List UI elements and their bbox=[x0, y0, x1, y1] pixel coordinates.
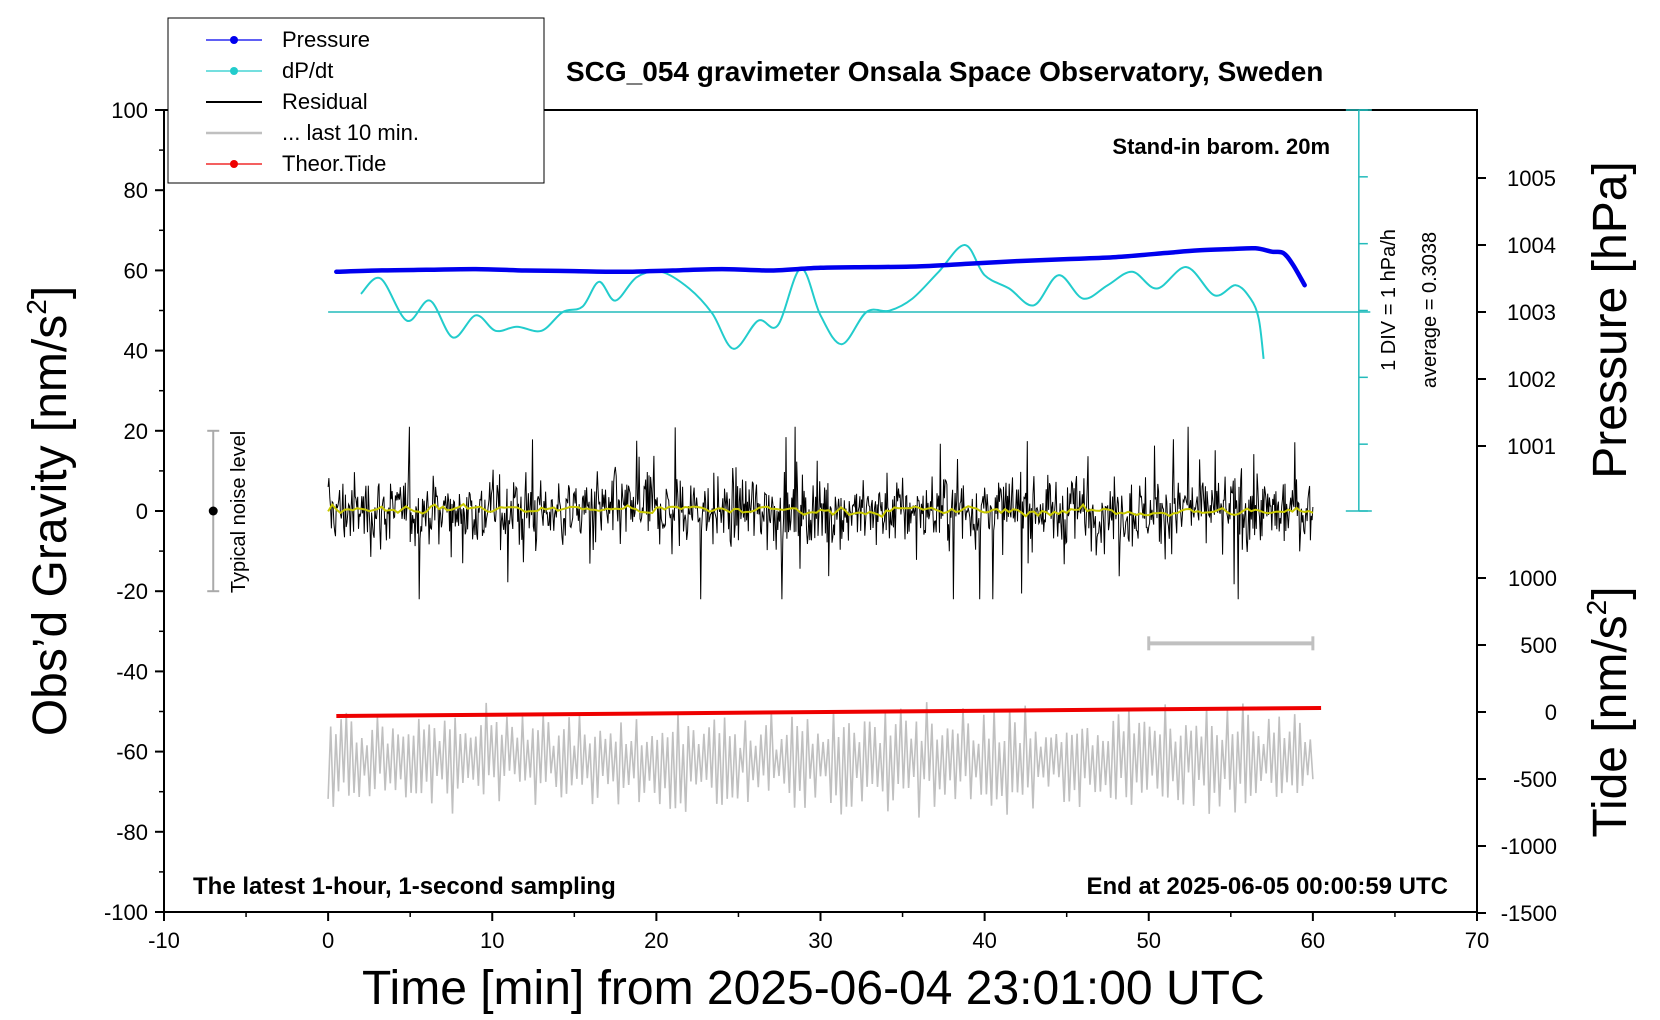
y-tick-label: 100 bbox=[111, 98, 148, 123]
x-tick-label: -10 bbox=[148, 928, 180, 953]
div-scale-note: 1 DIV = 1 hPa/h bbox=[1378, 229, 1400, 371]
legend-box bbox=[167, 17, 545, 184]
smoothed-residual-line bbox=[327, 502, 1314, 519]
pressure-tick-label: 1002 bbox=[1507, 367, 1556, 392]
legend-marker bbox=[230, 36, 238, 44]
legend: Pressure dP/dt Residual ... last 10 min. The… bbox=[167, 17, 545, 184]
theor-tide-line bbox=[336, 705, 1322, 719]
x-tick-label: 10 bbox=[480, 928, 504, 953]
legend-label: dP/dt bbox=[282, 58, 333, 83]
chart-title: SCG_054 gravimeter Onsala Space Observat… bbox=[566, 56, 1323, 87]
y-tick-label: 0 bbox=[136, 499, 148, 524]
legend-items: Pressure dP/dt Residual ... last 10 min. The… bbox=[206, 27, 419, 176]
legend-label: Theor.Tide bbox=[282, 151, 386, 176]
y-tick-label: 60 bbox=[124, 258, 148, 283]
noise-level-label: Typical noise level bbox=[228, 431, 250, 593]
tide-tick-label: -500 bbox=[1513, 767, 1557, 792]
last-10-min-line bbox=[327, 702, 1314, 818]
x-tick-label: 50 bbox=[1137, 928, 1161, 953]
series-layer bbox=[207, 109, 1372, 818]
legend-label: Residual bbox=[282, 89, 368, 114]
x-tick-label: 60 bbox=[1301, 928, 1325, 953]
pressure-line bbox=[334, 245, 1307, 288]
tide-tick-label: 1000 bbox=[1508, 566, 1557, 591]
pressure-tick-label: 1004 bbox=[1507, 233, 1556, 258]
y-axis-label-pressure: Pressure [hPa] bbox=[1584, 161, 1637, 478]
y-tick-label: -40 bbox=[116, 659, 148, 684]
y-axis-label-tide: Tide [nm/s2] bbox=[1581, 586, 1637, 837]
y-tick-label: 80 bbox=[124, 178, 148, 203]
end-time-note: End at 2025-06-05 00:00:59 UTC bbox=[1087, 873, 1449, 900]
residual-line bbox=[327, 426, 1314, 600]
pressure-tick-label: 1005 bbox=[1507, 166, 1556, 191]
x-axis-label: Time [min] from 2025-06-04 23:01:00 UTC bbox=[362, 962, 1265, 1015]
pressure-tick-label: 1003 bbox=[1507, 300, 1556, 325]
legend-marker bbox=[230, 67, 238, 75]
legend-marker bbox=[230, 160, 238, 168]
latest-hour-note: The latest 1-hour, 1-second sampling bbox=[193, 873, 616, 900]
y-tick-label: -100 bbox=[104, 900, 148, 925]
y-tick-label: 40 bbox=[124, 339, 148, 364]
y-tick-label: -20 bbox=[116, 579, 148, 604]
average-note: average = 0.3038 bbox=[1419, 232, 1441, 388]
stand-in-barometer-note: Stand-in barom. 20m bbox=[1112, 134, 1330, 159]
y-tick-label: 20 bbox=[124, 419, 148, 444]
legend-label: ... last 10 min. bbox=[282, 120, 419, 145]
tide-tick-label: -1500 bbox=[1501, 901, 1557, 926]
y-axis-label-gravity: Obs’d Gravity [nm/s2] bbox=[21, 286, 77, 736]
tide-tick-label: 0 bbox=[1545, 700, 1557, 725]
y-tick-label: -80 bbox=[116, 820, 148, 845]
tide-tick-label: -1000 bbox=[1501, 834, 1557, 859]
axes: -10 0 10 20 30 40 50 60 70100806040200-20-40-60-… bbox=[104, 98, 1557, 953]
x-tick-label: 0 bbox=[322, 928, 334, 953]
dpdt-line bbox=[360, 244, 1265, 360]
tide-tick-label: 500 bbox=[1520, 633, 1557, 658]
x-tick-label: 20 bbox=[644, 928, 668, 953]
x-tick-label: 30 bbox=[808, 928, 832, 953]
x-tick-label: 40 bbox=[972, 928, 996, 953]
x-tick-label: 70 bbox=[1465, 928, 1489, 953]
y-tick-label: -60 bbox=[116, 740, 148, 765]
legend-label: Pressure bbox=[282, 27, 370, 52]
noise-bar-center bbox=[208, 506, 218, 516]
pressure-tick-label: 1001 bbox=[1507, 434, 1556, 459]
